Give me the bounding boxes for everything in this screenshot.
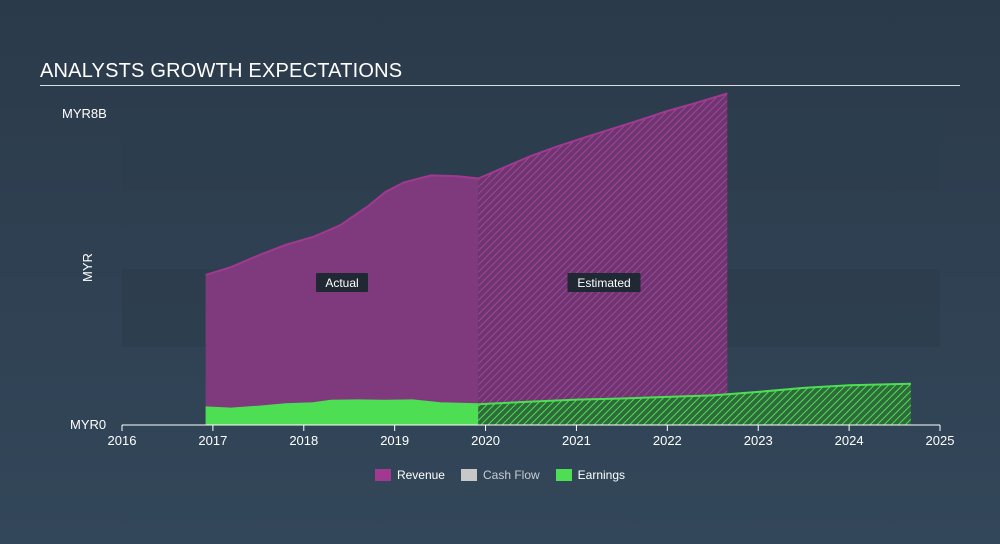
legend-label-cash-flow: Cash Flow: [482, 468, 540, 482]
x-tick-label-2019: 2019: [380, 433, 409, 448]
y-axis-min-label: MYR0: [70, 417, 107, 432]
earnings-actual-line: [205, 399, 479, 410]
legend-swatch-earnings: [555, 469, 572, 481]
earnings-estimated-line: [478, 382, 911, 406]
actual-tag-text: Actual: [325, 276, 358, 290]
legend-swatch-revenue: [374, 469, 391, 481]
revenue-estimated-area: [478, 93, 728, 425]
x-tick-label-2023: 2023: [744, 433, 773, 448]
x-tick-label-2020: 2020: [471, 433, 500, 448]
legend-item-revenue[interactable]: Revenue: [374, 468, 445, 482]
estimated-tag-bg: [567, 273, 641, 292]
legend-swatch-cash-flow: [460, 469, 477, 481]
legend-item-cash-flow[interactable]: Cash Flow: [460, 468, 540, 482]
y-axis-max-label: MYR8B: [62, 106, 107, 121]
legend-item-earnings[interactable]: Earnings: [555, 468, 626, 482]
legend-label-earnings: Earnings: [577, 468, 626, 482]
revenue-actual-area: [205, 175, 479, 425]
title-underline: [40, 85, 960, 86]
earnings-actual-area: [205, 400, 479, 425]
actual-tag-bg: [316, 273, 368, 292]
estimated-tag-text: Estimated: [577, 276, 630, 290]
x-tick-label-2022: 2022: [653, 433, 682, 448]
x-tick-label-2018: 2018: [289, 433, 318, 448]
x-tick-label-2017: 2017: [198, 433, 227, 448]
estimated-tag: Estimated: [567, 273, 641, 292]
legend-label-revenue: Revenue: [396, 468, 445, 482]
earnings-estimated-area: [478, 383, 911, 425]
x-tick-label-2024: 2024: [835, 433, 864, 448]
x-tick-label-2016: 2016: [108, 433, 137, 448]
actual-tag: Actual: [316, 273, 368, 292]
revenue-actual-line: [205, 174, 479, 276]
chart-legend: Revenue Cash Flow Earnings: [0, 468, 1000, 482]
chart-title: ANALYSTS GROWTH EXPECTATIONS: [40, 60, 403, 82]
revenue-estimated-line: [477, 92, 728, 180]
x-tick-label-2021: 2021: [562, 433, 591, 448]
x-tick-label-2025: 2025: [926, 433, 955, 448]
